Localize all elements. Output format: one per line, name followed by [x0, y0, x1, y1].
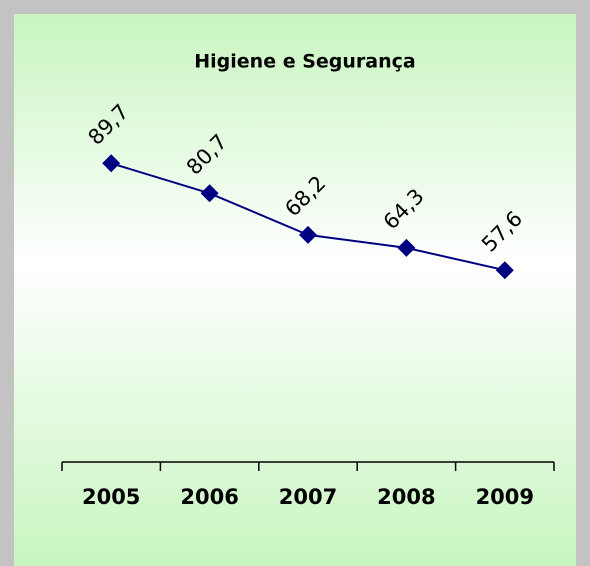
- x-tick-label: 2005: [82, 485, 140, 509]
- marker: [397, 238, 416, 257]
- x-tick-label: 2006: [180, 485, 238, 509]
- marker: [299, 225, 317, 244]
- x-tick-label: 2009: [476, 485, 534, 509]
- marker: [495, 261, 514, 280]
- x-tick-label: 2008: [377, 485, 435, 509]
- plot-panel: [14, 14, 576, 566]
- marker: [102, 154, 121, 173]
- marker: [200, 184, 219, 203]
- x-tick-label: 2007: [279, 485, 337, 509]
- chart-title: Higiene e Segurança: [194, 51, 415, 73]
